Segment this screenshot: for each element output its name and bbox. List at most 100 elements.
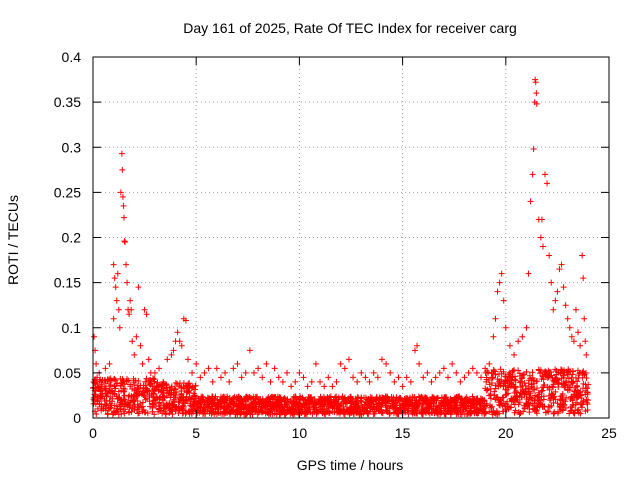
data-point (378, 356, 385, 363)
data-point (226, 378, 233, 385)
data-point (508, 397, 515, 404)
data-point (345, 356, 352, 363)
data-point (167, 394, 174, 401)
data-point (492, 385, 499, 392)
data-point (479, 396, 486, 403)
data-point (99, 390, 106, 397)
data-point (272, 399, 279, 406)
data-point (582, 408, 589, 415)
data-point (365, 396, 372, 403)
data-point (445, 374, 452, 381)
data-point (148, 392, 155, 399)
data-point (117, 406, 124, 413)
data-point (200, 411, 207, 418)
data-point (487, 385, 494, 392)
data-point (119, 166, 126, 173)
data-point (144, 410, 151, 417)
data-point (150, 376, 157, 383)
data-point (457, 378, 464, 385)
data-point (481, 410, 488, 417)
data-point (103, 402, 110, 409)
data-point (341, 394, 348, 401)
data-point (564, 387, 571, 394)
data-point (175, 410, 182, 417)
data-point (91, 394, 98, 401)
data-point (548, 391, 555, 398)
data-point (349, 405, 356, 412)
data-point (549, 383, 556, 390)
data-point (302, 410, 309, 417)
data-point (383, 408, 390, 415)
data-point (93, 411, 100, 418)
data-point (533, 90, 540, 97)
data-point (147, 403, 154, 410)
data-point (537, 234, 544, 241)
data-point (137, 342, 144, 349)
data-point (580, 275, 587, 282)
data-point (496, 279, 503, 286)
data-point (550, 377, 557, 384)
data-point (398, 396, 405, 403)
data-point (150, 397, 157, 404)
data-point (279, 378, 286, 385)
data-point (296, 396, 303, 403)
data-point (552, 297, 559, 304)
data-point (453, 393, 460, 400)
chart-title: Day 161 of 2025, Rate Of TEC Index for r… (183, 20, 517, 36)
data-point (136, 409, 143, 416)
data-point (524, 390, 531, 397)
data-point (431, 395, 438, 402)
data-point (378, 403, 385, 410)
data-point (293, 399, 300, 406)
data-point (248, 404, 255, 411)
data-point (251, 408, 258, 415)
data-point (539, 387, 546, 394)
data-point (139, 399, 146, 406)
x-tick-label: 10 (292, 425, 308, 441)
data-point (347, 398, 354, 405)
data-point (492, 371, 499, 378)
data-point (569, 402, 576, 409)
data-point (424, 369, 431, 376)
data-point (547, 395, 554, 402)
x-tick-label: 25 (601, 425, 617, 441)
data-point (237, 404, 244, 411)
data-point (325, 401, 332, 408)
data-point (130, 393, 137, 400)
data-point (539, 243, 546, 250)
data-point (550, 306, 557, 313)
data-point (326, 409, 333, 416)
data-point (490, 333, 497, 340)
data-point (550, 399, 557, 406)
data-point (303, 401, 310, 408)
data-point (520, 408, 527, 415)
data-point (96, 400, 103, 407)
data-point (304, 383, 311, 390)
data-point (525, 270, 532, 277)
data-point (191, 393, 198, 400)
data-point (358, 369, 365, 376)
data-point (418, 410, 425, 417)
data-point (111, 391, 118, 398)
data-point (111, 275, 118, 282)
data-point (477, 395, 484, 402)
data-point (102, 365, 109, 372)
data-point (518, 375, 525, 382)
data-point (420, 374, 427, 381)
data-point (91, 376, 98, 383)
data-point (121, 392, 128, 399)
data-point (193, 360, 200, 367)
data-point (110, 261, 117, 268)
data-point (401, 405, 408, 412)
data-point (486, 360, 493, 367)
data-point (506, 379, 513, 386)
data-point (278, 397, 285, 404)
data-point (569, 378, 576, 385)
data-point (321, 383, 328, 390)
data-point (399, 383, 406, 390)
data-point (118, 150, 125, 157)
data-point (350, 410, 357, 417)
data-point (114, 380, 121, 387)
data-point (149, 383, 156, 390)
data-point (506, 342, 513, 349)
